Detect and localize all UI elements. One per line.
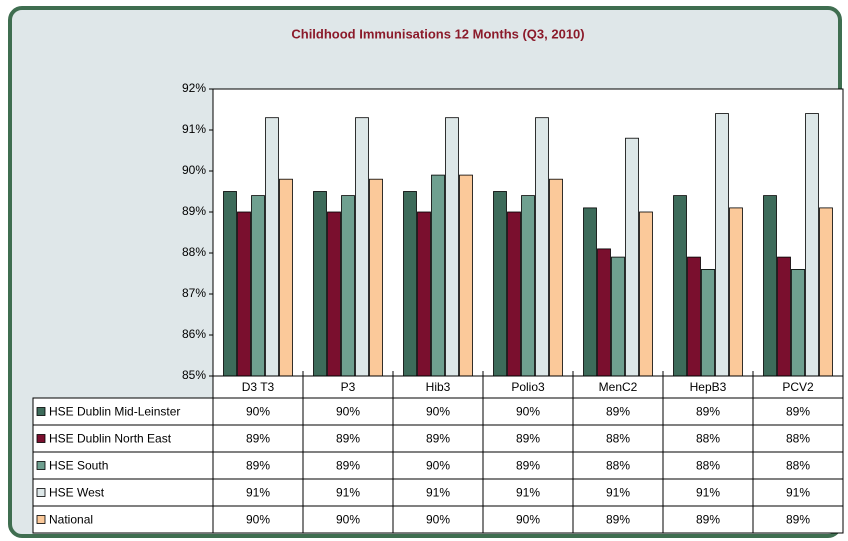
table-value: 89%	[606, 405, 630, 419]
table-value: 90%	[516, 513, 540, 527]
bar	[417, 211, 431, 377]
table-value: 89%	[696, 405, 720, 419]
bar	[549, 178, 563, 377]
table-value: 91%	[516, 486, 540, 500]
y-tick-label: 91%	[182, 122, 206, 136]
legend-label: HSE West	[49, 486, 105, 500]
bar	[791, 268, 805, 377]
legend-key	[36, 434, 46, 443]
y-tick-label: 87%	[182, 286, 206, 300]
bar	[237, 211, 251, 377]
table-value: 89%	[606, 513, 630, 527]
bar	[777, 256, 791, 377]
legend-label: HSE Dublin North East	[49, 432, 172, 446]
legend-key	[36, 515, 46, 524]
table-value: 91%	[426, 486, 450, 500]
bar	[445, 117, 459, 377]
table-value: 89%	[516, 432, 540, 446]
y-tick-label: 92%	[182, 81, 206, 95]
table-value: 90%	[426, 459, 450, 473]
y-tick-label: 86%	[182, 327, 206, 341]
x-tick-label: Polio3	[511, 380, 545, 394]
table-value: 89%	[426, 432, 450, 446]
bar	[403, 191, 417, 377]
bar	[673, 195, 687, 377]
bar	[763, 195, 777, 377]
table-value: 89%	[696, 513, 720, 527]
bar	[279, 178, 293, 377]
legend-label: HSE South	[49, 459, 108, 473]
bar	[355, 117, 369, 377]
table-value: 89%	[246, 459, 270, 473]
bar	[819, 207, 833, 377]
y-tick-label: 88%	[182, 245, 206, 259]
table-value: 90%	[336, 513, 360, 527]
table-value: 88%	[606, 432, 630, 446]
table-value: 88%	[786, 432, 810, 446]
bar	[805, 113, 819, 377]
x-tick-label: P3	[341, 380, 356, 394]
x-tick-label: HepB3	[690, 380, 727, 394]
y-tick-label: 89%	[182, 204, 206, 218]
bar	[521, 195, 535, 377]
x-tick-label: PCV2	[782, 380, 814, 394]
x-tick-label: MenC2	[599, 380, 638, 394]
table-value: 88%	[606, 459, 630, 473]
legend-key	[36, 407, 46, 416]
table-value: 90%	[516, 405, 540, 419]
legend-label: HSE Dublin Mid-Leinster	[49, 405, 180, 419]
legend-key	[36, 488, 46, 497]
table-value: 90%	[426, 513, 450, 527]
bar	[583, 207, 597, 377]
bar	[639, 211, 653, 377]
bar	[327, 211, 341, 377]
table-value: 90%	[246, 513, 270, 527]
bar	[341, 195, 355, 377]
table-value: 89%	[246, 432, 270, 446]
y-tick-label: 85%	[182, 368, 206, 382]
table-value: 91%	[336, 486, 360, 500]
table-value: 89%	[336, 459, 360, 473]
bar	[369, 178, 383, 377]
bar	[431, 174, 445, 377]
bar	[687, 256, 701, 377]
y-tick-label: 90%	[182, 163, 206, 177]
table-value: 89%	[786, 405, 810, 419]
bar	[223, 191, 237, 377]
bar	[507, 211, 521, 377]
x-tick-label: D3 T3	[242, 380, 275, 394]
chart-title: Childhood Immunisations 12 Months (Q3, 2…	[291, 26, 584, 41]
bar	[611, 256, 625, 377]
table-value: 91%	[696, 486, 720, 500]
table-value: 88%	[696, 459, 720, 473]
table-value: 88%	[696, 432, 720, 446]
bar	[313, 191, 327, 377]
table-value: 89%	[516, 459, 540, 473]
x-tick-label: Hib3	[426, 380, 451, 394]
table-value: 90%	[426, 405, 450, 419]
legend-label: National	[49, 513, 93, 527]
bar	[729, 207, 743, 377]
table-value: 90%	[336, 405, 360, 419]
table-value: 89%	[336, 432, 360, 446]
table-value: 91%	[246, 486, 270, 500]
legend-key	[36, 461, 46, 470]
bar	[535, 117, 549, 377]
bar	[715, 113, 729, 377]
table-value: 90%	[246, 405, 270, 419]
bar	[597, 248, 611, 377]
bar	[493, 191, 507, 377]
bar	[459, 174, 473, 377]
table-value: 91%	[606, 486, 630, 500]
table-value: 89%	[786, 513, 810, 527]
table-value: 91%	[786, 486, 810, 500]
bar	[625, 137, 639, 377]
bar	[701, 268, 715, 377]
bar	[251, 195, 265, 377]
table-value: 88%	[786, 459, 810, 473]
bar	[265, 117, 279, 377]
